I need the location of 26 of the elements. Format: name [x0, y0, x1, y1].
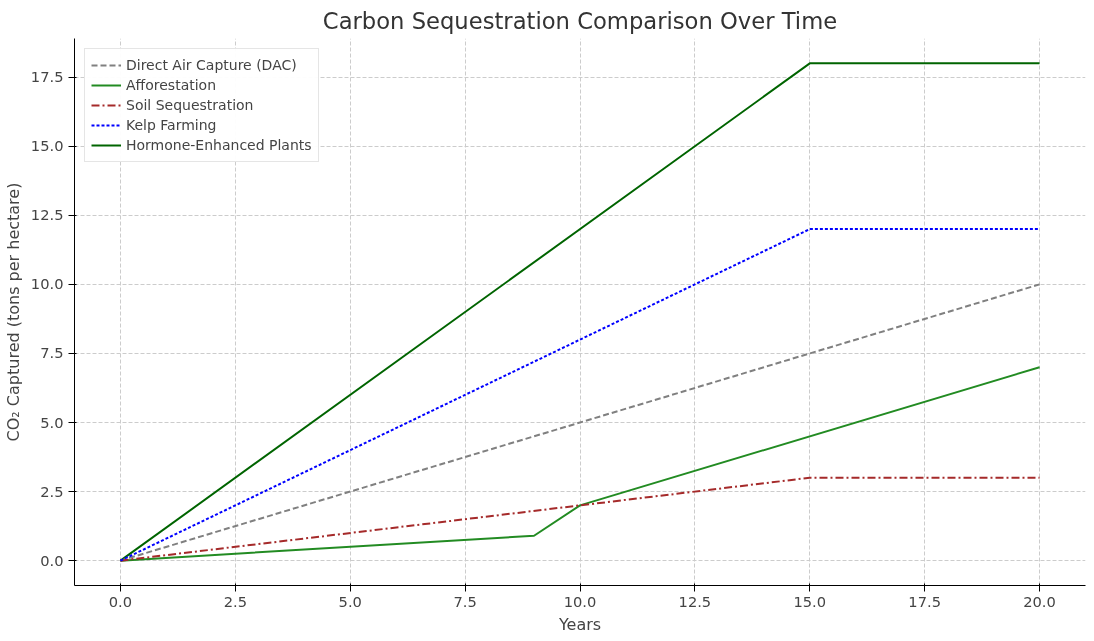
legend-label: Soil Sequestration — [126, 97, 254, 113]
y-tick-label: 5.0 — [40, 413, 64, 431]
x-tick-label: 15.0 — [793, 592, 827, 610]
legend-label: Kelp Farming — [126, 117, 217, 133]
y-tick-label: 2.5 — [40, 482, 64, 500]
legend-label: Direct Air Capture (DAC) — [126, 57, 297, 73]
x-tick-label: 5.0 — [338, 592, 362, 610]
y-tick-label: 15.0 — [30, 137, 64, 155]
y-tick-label: 17.5 — [30, 68, 64, 86]
x-tick-label: 12.5 — [678, 592, 712, 610]
y-axis-title: CO₂ Captured (tons per hectare) — [3, 182, 23, 442]
y-tick-label: 7.5 — [40, 344, 64, 362]
y-tick-label: 12.5 — [30, 206, 64, 224]
y-tick-label: 0.0 — [40, 551, 64, 569]
x-tick-label: 0.0 — [108, 592, 133, 610]
y-tick-label: 10.0 — [30, 275, 64, 293]
x-tick-label: 10.0 — [563, 592, 597, 610]
x-tick-label: 20.0 — [1023, 592, 1056, 610]
line-series — [119, 366, 1041, 562]
chart-title: Carbon Sequestration Comparison Over Time — [322, 7, 838, 34]
x-tick-label: 2.5 — [223, 592, 247, 610]
x-tick-label: 7.5 — [453, 592, 477, 610]
x-axis-title: Years — [557, 614, 602, 634]
legend-label: Afforestation — [126, 77, 217, 93]
x-tick-label: 17.5 — [908, 592, 941, 610]
legend-label: Hormone-Enhanced Plants — [126, 137, 312, 153]
